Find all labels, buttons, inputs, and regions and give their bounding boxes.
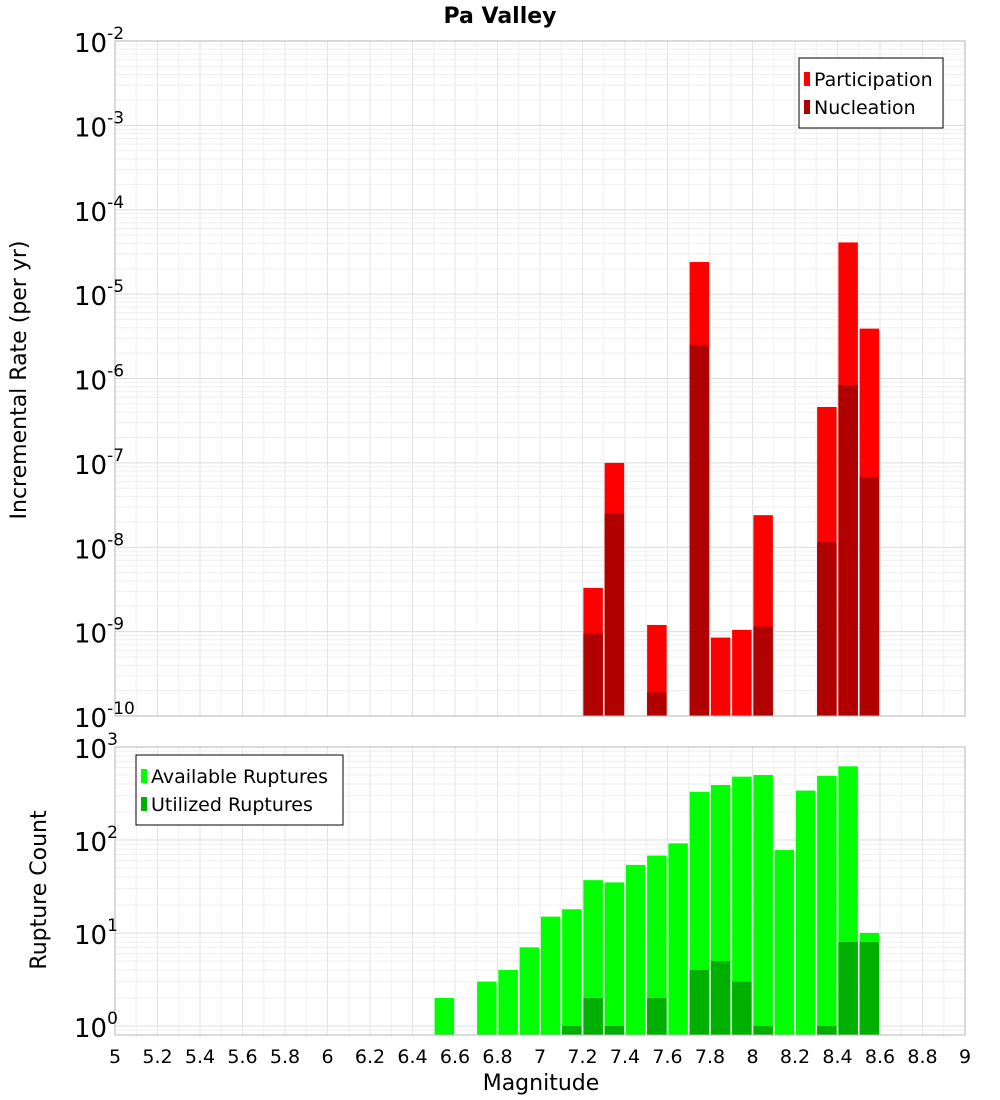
chart-title: Pa Valley — [443, 4, 556, 29]
x-tick-label: 5.8 — [270, 1046, 300, 1068]
top-legend: Participation Nucleation — [798, 57, 944, 129]
bottom-bar-available-ruptures — [668, 843, 688, 1035]
x-tick-label: 7.4 — [610, 1046, 640, 1068]
top-bar-nucleation — [859, 477, 880, 716]
top-bar-nucleation — [647, 692, 667, 716]
top-legend-box — [798, 57, 944, 129]
bottom-legend-label: Utilized Ruptures — [151, 794, 313, 816]
x-tick-label: 6 — [321, 1046, 333, 1068]
bottom-bar-available-ruptures — [753, 774, 773, 1035]
bottom-y-tick-label: 100 — [74, 1009, 118, 1044]
bottom-bars — [434, 766, 880, 1035]
bottom-legend: Available Ruptures Utilized Ruptures — [135, 754, 344, 826]
top-y-tick-label: 10-3 — [74, 108, 124, 143]
x-tick-label: 7.6 — [652, 1046, 682, 1068]
x-tick-labels: 5 5.2 5.4 5.6 5.8 6 6.2 6.4 6.6 6.8 7 7.2 7.4 7.6 7.8 8… — [109, 1046, 971, 1068]
top-legend-label: Participation — [814, 69, 933, 91]
top-bar-participation — [710, 637, 731, 716]
top-legend-label: Nucleation — [814, 97, 916, 119]
top-legend-swatch — [804, 100, 810, 114]
top-y-tick-label: 10-5 — [74, 277, 124, 312]
bottom-y-tick-labels: 100 101 102 103 — [74, 730, 118, 1044]
bottom-bar-available-ruptures — [498, 969, 518, 1035]
bottom-bar-utilized-ruptures — [647, 997, 667, 1035]
bottom-plot-border — [114, 746, 966, 1036]
x-tick-label: 8.8 — [907, 1046, 937, 1068]
top-bar-nucleation — [604, 513, 625, 716]
x-tick-label: 6.2 — [355, 1046, 385, 1068]
bottom-bar-utilized-ruptures — [710, 960, 731, 1035]
bottom-bar-available-ruptures — [434, 997, 455, 1035]
top-grid — [114, 40, 966, 717]
top-bar-nucleation — [817, 542, 837, 716]
x-tick-label: 7.2 — [567, 1046, 597, 1068]
top-y-tick-label: 10-6 — [74, 362, 124, 397]
x-tick-label: 8.4 — [822, 1046, 852, 1068]
bottom-bar-utilized-ruptures — [583, 997, 603, 1035]
bottom-y-tick-label: 101 — [74, 916, 118, 951]
top-legend-swatch — [804, 72, 810, 86]
bottom-bar-available-ruptures — [817, 775, 837, 1035]
bottom-bar-utilized-ruptures — [859, 942, 880, 1035]
top-bar-nucleation — [838, 384, 858, 716]
bottom-legend-swatch — [141, 769, 147, 783]
bottom-bar-available-ruptures — [625, 864, 646, 1035]
x-tick-label: 7 — [534, 1046, 546, 1068]
x-tick-label: 9 — [959, 1046, 971, 1068]
bottom-bar-available-ruptures — [795, 790, 816, 1035]
top-bar-nucleation — [583, 633, 603, 716]
top-bar-nucleation — [753, 626, 773, 716]
bottom-bar-available-ruptures — [562, 909, 582, 1035]
x-tick-label: 6.4 — [397, 1046, 427, 1068]
top-y-tick-label: 10-8 — [74, 530, 124, 565]
bottom-bar-utilized-ruptures — [562, 1025, 582, 1035]
x-tick-label: 8.6 — [865, 1046, 895, 1068]
bottom-bar-available-ruptures — [477, 981, 497, 1035]
bottom-bar-available-ruptures — [583, 880, 603, 1035]
x-tick-label: 6.8 — [482, 1046, 512, 1068]
x-tick-label: 5.6 — [227, 1046, 257, 1068]
top-y-tick-label: 10-2 — [74, 24, 124, 59]
bottom-legend-swatch — [141, 797, 147, 811]
bottom-bar-utilized-ruptures — [689, 969, 710, 1035]
bottom-y-tick-label: 102 — [74, 823, 118, 858]
bottom-legend-label: Available Ruptures — [151, 766, 328, 788]
bottom-bar-available-ruptures — [647, 855, 667, 1035]
bottom-bar-utilized-ruptures — [817, 1025, 837, 1035]
top-y-tick-label: 10-4 — [74, 193, 124, 228]
top-plot-border — [114, 40, 966, 717]
bottom-bar-available-ruptures — [732, 776, 752, 1035]
bottom-y-tick-label: 103 — [74, 730, 118, 765]
top-y-tick-label: 10-7 — [74, 446, 124, 481]
x-axis-label: Magnitude — [483, 1071, 600, 1096]
x-tick-label: 8.2 — [780, 1046, 810, 1068]
bottom-bar-utilized-ruptures — [604, 1025, 625, 1035]
bottom-bar-available-ruptures — [774, 850, 795, 1035]
bottom-y-axis-label: Rupture Count — [27, 810, 52, 970]
x-tick-label: 5 — [109, 1046, 121, 1068]
bottom-legend-box — [135, 754, 344, 826]
bottom-bar-available-ruptures — [519, 947, 540, 1035]
top-y-axis-label: Incremental Rate (per yr) — [7, 241, 32, 520]
bottom-bar-utilized-ruptures — [838, 942, 858, 1035]
x-tick-label: 8 — [746, 1046, 758, 1068]
x-tick-label: 5.4 — [185, 1046, 215, 1068]
top-bars — [583, 242, 880, 716]
bottom-bar-utilized-ruptures — [732, 981, 752, 1035]
top-plot-panel — [114, 40, 966, 717]
top-y-tick-labels: 10-10 10-9 10-8 10-7 10-6 10-5 10-4 10-3 10-2 — [74, 24, 135, 734]
bottom-bar-utilized-ruptures — [753, 1025, 773, 1035]
top-y-tick-label: 10-9 — [74, 615, 124, 650]
x-tick-label: 6.6 — [440, 1046, 470, 1068]
top-bar-nucleation — [689, 344, 710, 716]
top-y-tick-label: 10-10 — [74, 699, 135, 734]
bottom-bar-available-ruptures — [540, 916, 561, 1035]
top-bar-participation — [732, 629, 752, 716]
x-tick-label: 5.2 — [142, 1046, 172, 1068]
bottom-bar-available-ruptures — [604, 882, 625, 1035]
x-tick-label: 7.8 — [695, 1046, 725, 1068]
